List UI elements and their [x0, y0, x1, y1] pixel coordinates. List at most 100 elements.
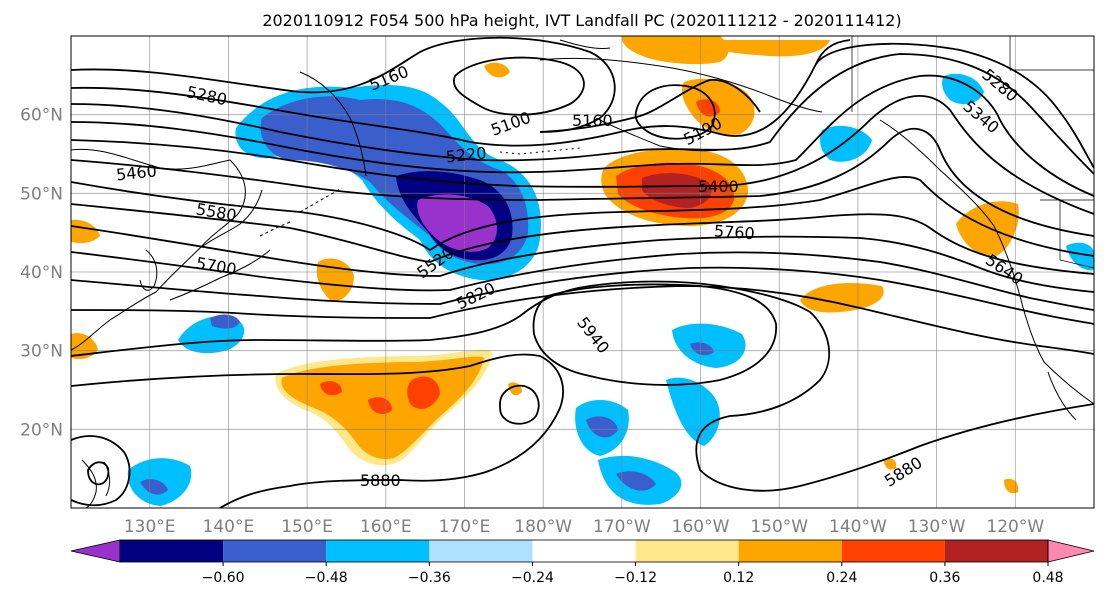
colorbar	[70, 539, 1095, 566]
coastline-chukotka	[559, 39, 611, 49]
height-contours	[71, 36, 1094, 508]
latitude-tick-labels: 20°N 30°N 40°N 50°N 60°N	[20, 106, 63, 441]
lat-tick-label: 40°N	[20, 263, 63, 283]
colorbar-box	[635, 540, 739, 562]
coastline-kuril	[259, 187, 343, 237]
contour-5580	[71, 203, 1094, 275]
colorbar-box	[841, 540, 945, 562]
colorbar-tick-labels: −0.60 −0.48 −0.36 −0.24 −0.12 0.12 0.24 0.36 0.4…	[202, 570, 1064, 586]
colorbar-frame	[119, 539, 1049, 563]
contour-small-circle	[499, 384, 540, 425]
contour-label: 5880	[360, 471, 401, 490]
lon-tick-label: 160°E	[360, 517, 412, 537]
lat-tick-label: 60°N	[20, 106, 63, 126]
lon-tick-label: 130°E	[124, 517, 176, 537]
ivt-positive-patch	[956, 201, 1019, 257]
contour-5280	[71, 53, 1094, 175]
contour-5340	[71, 74, 1094, 197]
colorbar-label: 0.24	[826, 570, 857, 586]
ivt-negative-patch	[616, 471, 656, 491]
lon-tick-label: 170°W	[593, 517, 651, 537]
colorbar-box	[120, 540, 224, 562]
contour-label: 5460	[115, 161, 157, 184]
contour-5520	[71, 176, 1094, 257]
ivt-negative-patch	[140, 479, 168, 495]
colorbar-box	[326, 540, 430, 562]
ivt-positive-patch	[1004, 478, 1019, 494]
ivt-negative-patch	[1066, 242, 1094, 271]
contour-5880-low-inner	[87, 461, 110, 486]
ivt-negative-patch	[586, 416, 618, 438]
colorbar-label: −0.12	[614, 570, 657, 586]
lat-tick-label: 50°N	[20, 184, 63, 204]
ivt-negative-patch	[820, 125, 872, 162]
coastline-japan	[169, 189, 271, 301]
gridlines	[71, 36, 1094, 508]
colorbar-label: −0.36	[408, 570, 451, 586]
colorbar-box	[429, 540, 533, 562]
contour-5460	[71, 127, 1094, 237]
borders	[851, 36, 1094, 269]
colorbar-label: −0.48	[305, 570, 348, 586]
contour-ne-arc	[815, 39, 851, 65]
chart-title: 2020110912 F054 500 hPa height, IVT Land…	[262, 11, 901, 30]
contour-5820	[71, 285, 1094, 355]
contour-5100	[453, 56, 585, 116]
contour-5160	[71, 36, 616, 133]
colorbar-box	[532, 540, 636, 562]
contour-label: 5160	[572, 111, 613, 130]
colorbar-box	[738, 540, 842, 562]
ivt-positive-patch	[484, 62, 510, 78]
lon-tick-label: 120°W	[986, 517, 1044, 537]
colorbar-extend-max	[1047, 539, 1095, 563]
ivt-negative-patch	[690, 342, 714, 356]
contour-5190	[634, 84, 716, 140]
contour-5880-a	[71, 280, 1094, 492]
lon-tick-label: 180°W	[514, 517, 572, 537]
map-frame	[70, 35, 1095, 509]
ivt-positive-patch	[884, 458, 897, 470]
contour-label: 5220	[445, 143, 487, 166]
lon-tick-label: 170°E	[439, 517, 491, 537]
contour-5760	[71, 266, 1094, 325]
colorbar-box	[223, 540, 327, 562]
lon-tick-label: 160°W	[672, 517, 730, 537]
ivt-positive-patch	[700, 40, 830, 57]
colorbar-label: −0.24	[511, 570, 554, 586]
ivt-positive-patch	[621, 36, 729, 65]
colorbar-label: 0.48	[1032, 570, 1063, 586]
ivt-positive-patch	[320, 381, 342, 396]
longitude-tick-labels: 130°E 140°E 150°E 160°E 170°E 180°W 170°W 160°W…	[124, 517, 1045, 537]
contour-label: 5400	[698, 177, 739, 196]
coastline-alaska-peninsula	[599, 119, 721, 152]
colorbar-extend-min	[70, 539, 121, 563]
contour-5220	[71, 43, 1094, 169]
ivt-negative-patch	[210, 314, 240, 329]
contour-5160-ak	[539, 79, 761, 133]
contour-5640	[71, 225, 1094, 293]
lon-tick-label: 150°W	[750, 517, 808, 537]
map-body: 5160 5280 5100 5160 5190 5220 5280 5340 …	[71, 36, 1094, 508]
contour-label: 5760	[713, 221, 755, 243]
ivt-negative-region	[417, 194, 497, 252]
ivt-positive-region	[642, 173, 712, 208]
ivt-positive-patch	[71, 332, 98, 360]
ivt-positive-patch	[800, 282, 884, 313]
lon-tick-label: 130°W	[908, 517, 966, 537]
colorbar-label: −0.60	[202, 570, 245, 586]
colorbar-label: 0.12	[723, 570, 754, 586]
ivt-positive-patch	[407, 376, 440, 409]
lon-tick-label: 140°W	[829, 517, 887, 537]
lon-tick-label: 150°E	[281, 517, 333, 537]
contour-5880-low	[71, 435, 131, 507]
contour-5400	[71, 95, 1094, 215]
lat-tick-label: 20°N	[20, 420, 63, 440]
ivt-positive-patch	[71, 219, 100, 244]
contour-5880-b	[71, 353, 564, 508]
contour-5700	[71, 251, 1094, 311]
coastline-aleutians	[499, 147, 581, 155]
contour-5940	[532, 283, 777, 386]
lat-tick-label: 30°N	[20, 342, 63, 362]
